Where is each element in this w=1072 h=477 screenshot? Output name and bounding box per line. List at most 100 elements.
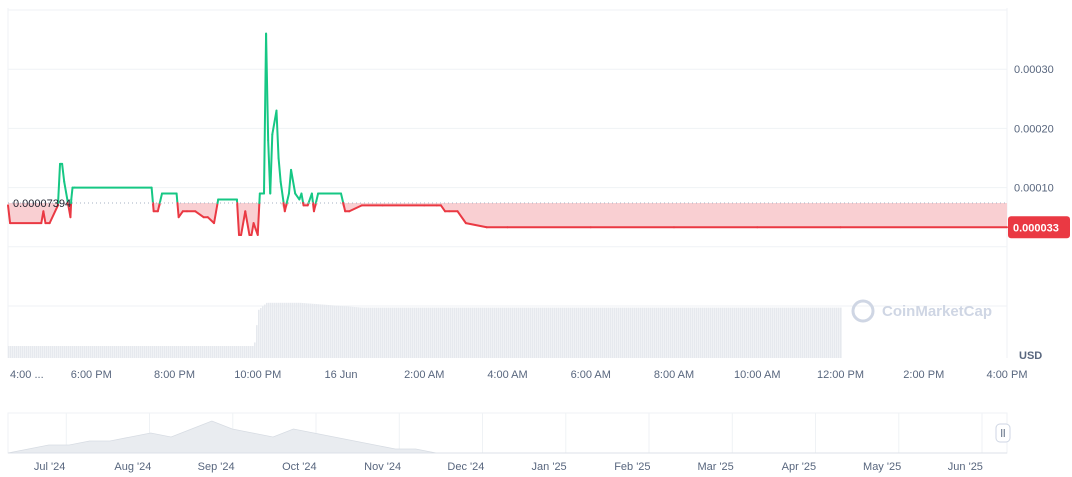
volume-bar	[428, 307, 430, 358]
volume-bar	[508, 307, 510, 358]
volume-bar	[380, 307, 382, 358]
volume-bar	[732, 307, 734, 358]
price-segment	[194, 210, 205, 219]
navigator-tick-label: Mar '25	[697, 461, 733, 473]
volume-bar	[204, 346, 206, 358]
volume-bar	[788, 307, 790, 358]
volume-bar	[196, 346, 198, 358]
volume-bar	[676, 307, 678, 358]
volume-bar	[440, 307, 442, 358]
volume-bar	[836, 307, 838, 358]
volume-bar	[518, 307, 520, 358]
volume-bar	[354, 306, 356, 358]
navigator-tick-label: Oct '24	[282, 461, 317, 473]
volume-bar	[54, 346, 56, 358]
volume-bar	[534, 307, 536, 358]
volume-bar	[510, 307, 512, 358]
volume-bar	[628, 307, 630, 358]
x-tick-label: 8:00 AM	[654, 369, 694, 381]
volume-bar	[248, 346, 250, 358]
volume-bar	[584, 307, 586, 358]
price-segment	[265, 32, 270, 142]
volume-bar	[66, 346, 68, 358]
volume-bar	[326, 304, 328, 358]
volume-bar	[112, 346, 114, 358]
volume-bar	[292, 302, 294, 358]
volume-bar	[596, 307, 598, 358]
volume-bar	[498, 307, 500, 358]
volume-bar	[488, 307, 490, 358]
volume-bar	[826, 307, 828, 358]
volume-bar	[22, 346, 24, 358]
volume-bar	[480, 307, 482, 358]
volume-bar	[578, 307, 580, 358]
volume-bar	[566, 307, 568, 358]
x-tick-label: 2:00 PM	[903, 369, 944, 381]
volume-bar	[722, 307, 724, 358]
volume-bar	[264, 304, 266, 358]
volume-bar	[178, 346, 180, 358]
volume-bar	[134, 346, 136, 358]
volume-bar	[46, 346, 48, 358]
volume-bar	[736, 307, 738, 358]
volume-bar	[562, 307, 564, 358]
volume-bar	[460, 307, 462, 358]
volume-bar	[402, 307, 404, 358]
price-segment	[252, 222, 257, 231]
volume-bar	[24, 346, 26, 358]
volume-bar	[256, 325, 258, 358]
coinmarketcap-logo-icon	[851, 299, 875, 323]
volume-bar	[226, 346, 228, 358]
volume-bar	[530, 307, 532, 358]
volume-bar	[138, 346, 140, 358]
volume-bar	[834, 307, 836, 358]
volume-bar	[738, 307, 740, 358]
volume-bar	[130, 346, 132, 358]
volume-bar	[182, 346, 184, 358]
volume-bar	[158, 346, 160, 358]
navigator-tick-label: Apr '25	[782, 461, 817, 473]
volume-bar	[608, 307, 610, 358]
volume-bar	[78, 346, 80, 358]
current-price-badge: 0.000033	[1008, 216, 1070, 239]
volume-bar	[126, 346, 128, 358]
volume-bar	[592, 307, 594, 358]
price-segment	[236, 202, 241, 236]
volume-bar	[232, 346, 234, 358]
volume-bar	[536, 307, 538, 358]
volume-bar	[312, 303, 314, 358]
volume-bar	[152, 346, 154, 358]
volume-bar	[358, 307, 360, 358]
volume-bar	[580, 307, 582, 358]
volume-bar	[828, 307, 830, 358]
volume-bar	[468, 307, 470, 358]
volume-bar	[360, 307, 362, 358]
navigator-handle[interactable]: ll	[995, 423, 1011, 443]
volume-bar	[802, 307, 804, 358]
x-tick-label: 8:00 PM	[154, 369, 195, 381]
volume-bar	[422, 307, 424, 358]
volume-bar	[266, 302, 268, 358]
volume-bar	[660, 307, 662, 358]
volume-bar	[742, 307, 744, 358]
volume-bar	[750, 307, 752, 358]
volume-bar	[458, 307, 460, 358]
volume-bar	[740, 307, 742, 358]
volume-bar	[34, 346, 36, 358]
volume-bar	[504, 307, 506, 358]
volume-bar	[516, 307, 518, 358]
time-navigator[interactable]: Jul '24 Aug '24 Sep '24 Oct '24 Nov '24 Dec '…	[7, 412, 1011, 473]
price-segment	[156, 202, 161, 213]
volume-bar	[616, 307, 618, 358]
volume-bar	[686, 307, 688, 358]
volume-bar	[630, 307, 632, 358]
baseline-label: 0.00007394	[13, 198, 71, 210]
volume-bar	[456, 307, 458, 358]
volume-bar	[450, 307, 452, 358]
price-segment	[175, 192, 179, 205]
volume-bar	[258, 309, 260, 358]
volume-bar	[200, 346, 202, 358]
volume-bar	[128, 346, 130, 358]
volume-bar	[356, 307, 358, 358]
